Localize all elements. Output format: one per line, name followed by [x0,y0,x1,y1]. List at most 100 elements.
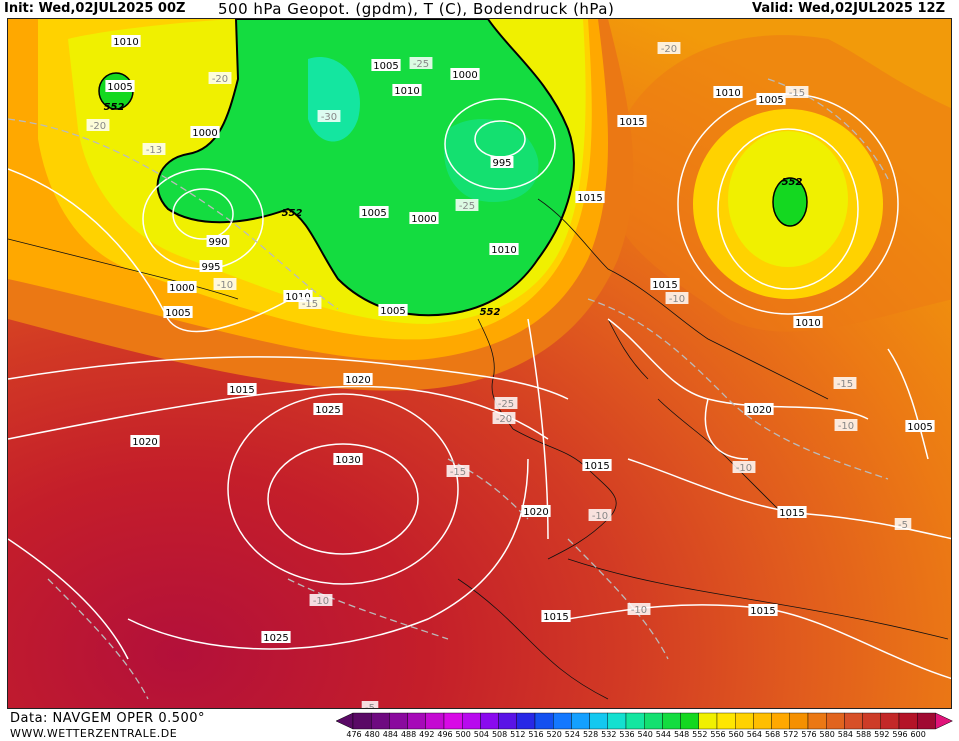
map-labels: 1010 1005 1005 1000 1010 1000 995 1015 1010 1005 1… [86,35,935,708]
pressure-label-text: 1015 [543,612,568,623]
pressure-label-text: 1010 [795,318,820,329]
pressure-label-text: 1010 [285,292,310,303]
pressure-label-text: 1015 [750,606,775,617]
temperature-label-text: -15 [789,88,805,99]
pressure-label-text: 1015 [229,385,254,396]
temperature-label-text: -15 [302,299,318,310]
temperature-label-text: -10 [736,463,752,474]
colorbar-tick-label: 552 [692,730,708,739]
pressure-label-text: 1025 [263,633,288,644]
temperature-label-text: -20 [212,74,228,85]
coastlines [8,198,949,700]
colorbar-swatch [680,712,700,730]
pressure-label: 1005 [378,304,408,317]
temperature-label-text: -13 [146,145,162,156]
pressure-label-text: 1015 [779,508,804,519]
colorbar-tick-label: 536 [619,730,635,739]
temperature-label-text: -10 [592,511,608,522]
pressure-label: 1005 [163,306,193,319]
colorbar-swatch [698,712,718,730]
green-trough [156,19,575,317]
temperature-label: -25 [494,397,518,410]
temperature-label-text: -10 [217,280,233,291]
pressure-label-text: 1015 [652,280,677,291]
pressure-label-text: 990 [208,237,227,248]
pressure-label: 1020 [744,403,774,416]
geopotential-label: 552 [282,208,303,219]
colorbar-swatch [480,712,499,730]
pressure-label-text: 1005 [380,306,405,317]
pressure-label-text: 1000 [452,70,477,81]
pressure-label: 1010 [111,35,141,48]
pressure-label: 995 [490,156,514,169]
pressure-label: 1000 [190,126,220,139]
colorbar-tick-label: 500 [455,730,471,739]
temperature-label: -20 [208,72,232,85]
pressure-label-text: 1005 [907,422,932,433]
colorbar-swatch [516,712,536,730]
colorbar-tick-label: 560 [728,730,744,739]
colorbar-tick-label: 508 [491,730,508,739]
colorbar-tick-label: 576 [801,730,817,739]
pressure-label-text: 1010 [394,86,419,97]
pressure-label: 1010 [489,243,519,256]
colorbar [336,712,953,730]
pressure-label: 1005 [905,420,935,433]
colorbar-tick-label: 528 [582,730,599,739]
colorbar-swatch [389,712,408,730]
colorbar-tick-label: 488 [400,730,417,739]
website-credit: WWW.WETTERZENTRALE.DE [10,727,178,740]
pressure-label: 1025 [313,403,343,416]
colorbar-tick-label: 480 [364,730,380,739]
temperature-label-text: -15 [450,467,466,478]
temperature-label: -10 [834,419,858,432]
pressure-label: 1015 [650,278,680,291]
ne-low-core [772,177,808,227]
temperature-label: -10 [627,603,651,616]
pressure-label-text: 1020 [523,507,548,518]
colorbar-swatch [461,712,481,730]
colorbar-swatch [844,712,863,730]
colorbar-swatch [607,712,627,730]
pressure-label: 995 [199,260,223,273]
pressure-label: 1000 [450,68,480,81]
temperature-label: -20 [492,412,516,425]
isobars [8,93,951,680]
colorbar-tick-label: 572 [783,730,799,739]
pressure-label-text: 1005 [107,82,132,93]
colorbar-swatch [898,712,918,730]
pressure-label: 1015 [582,459,612,472]
colorbar-swatch [352,712,372,730]
pressure-label-text: 1010 [491,245,516,256]
colorbar-left-arrow [336,712,354,730]
colorbar-tick-label: 568 [764,730,781,739]
temperature-label: -10 [732,461,756,474]
colorbar-swatch [771,712,791,730]
colorbar-swatch [644,712,663,730]
temperature-label-text: -25 [498,399,514,410]
data-source: Data: NAVGEM OPER 0.500° [10,711,206,726]
temperature-label: -15 [785,86,809,99]
pressure-label-text: 1015 [619,117,644,128]
temperature-label-text: -25 [413,59,429,70]
temperature-label: -15 [833,377,857,390]
temperature-label-text: -30 [321,112,337,123]
temperature-label-text: -15 [837,379,853,390]
colorbar-tick-label: 548 [673,730,690,739]
pressure-label: 1015 [541,610,571,623]
pressure-label: 1020 [130,435,160,448]
temperature-label-text: -20 [496,414,512,425]
colorbar-swatch [371,712,390,730]
colorbar-tick-label: 484 [382,730,399,739]
colorbar-swatch [625,712,645,730]
geopotential-label-text: 552 [282,208,303,219]
init-time: Init: Wed,02JUL2025 00Z [4,1,186,16]
pressure-label-text: 1000 [192,128,217,139]
temperature-label-text: -20 [661,44,677,55]
colorbar-swatch [534,712,554,730]
pressure-label-text: 1020 [746,405,771,416]
colorbar-tick-label: 544 [655,730,672,739]
pressure-label-text: 995 [492,158,511,169]
pressure-label: 1005 [359,206,389,219]
colorbar-tick-label: 596 [892,730,908,739]
